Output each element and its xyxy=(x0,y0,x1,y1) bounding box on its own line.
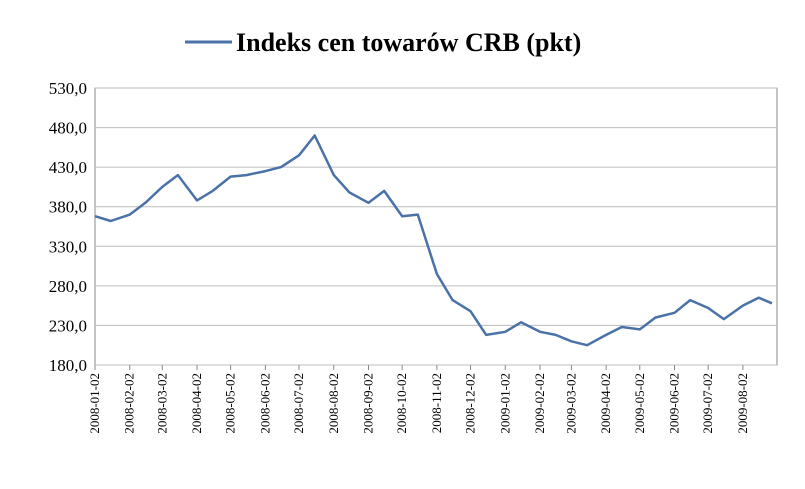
x-tick-label: 2008-05-02 xyxy=(223,373,238,434)
x-tick-label: 2008-10-02 xyxy=(394,373,409,434)
x-tick-label: 2008-12-02 xyxy=(463,373,478,434)
x-tick-label: 2008-09-02 xyxy=(361,373,376,434)
x-tick-label: 2009-01-02 xyxy=(497,373,512,434)
y-tick-label: 530,0 xyxy=(49,79,87,98)
x-tick-label: 2009-02-02 xyxy=(532,373,547,434)
y-axis-ticks: 180,0 230,0 280,0 330,0 380,0 430,0 480,0 530,0 xyxy=(49,79,87,375)
x-tick-label: 2009-06-02 xyxy=(667,373,682,434)
x-tick-label: 2008-03-02 xyxy=(154,373,169,434)
x-tick-label: 2009-08-02 xyxy=(735,373,750,434)
y-tick-label: 430,0 xyxy=(49,158,87,177)
legend-label: Indeks cen towarów CRB (pkt) xyxy=(236,28,581,57)
y-tick-label: 180,0 xyxy=(49,356,87,375)
y-tick-label: 280,0 xyxy=(49,277,87,296)
y-tick-label: 380,0 xyxy=(49,198,87,217)
x-tick-label: 2009-03-02 xyxy=(563,373,578,434)
x-tick-label: 2009-05-02 xyxy=(632,373,647,434)
plot-area xyxy=(94,87,778,366)
x-tick-label: 2008-08-02 xyxy=(326,373,341,434)
x-tick-label: 2008-02-02 xyxy=(122,373,137,434)
series-line-group xyxy=(94,134,773,347)
y-tick-label: 230,0 xyxy=(49,316,87,335)
series-line xyxy=(94,134,773,347)
x-axis-ticks: 2008-01-02 2008-02-02 2008-03-02 2008-04-02… xyxy=(87,365,750,434)
y-tick-label: 480,0 xyxy=(49,119,87,138)
legend: Indeks cen towarów CRB (pkt) xyxy=(185,28,581,57)
x-tick-label: 2008-06-02 xyxy=(257,373,272,434)
x-tick-label: 2009-04-02 xyxy=(598,373,613,434)
x-tick-label: 2009-07-02 xyxy=(700,373,715,434)
x-tick-label: 2008-11-02 xyxy=(429,373,444,433)
gridlines xyxy=(95,87,777,366)
x-tick-label: 2008-07-02 xyxy=(291,373,306,434)
y-tick-label: 330,0 xyxy=(49,237,87,256)
x-tick-label: 2008-01-02 xyxy=(87,373,102,434)
x-tick-label: 2008-04-02 xyxy=(189,373,204,434)
